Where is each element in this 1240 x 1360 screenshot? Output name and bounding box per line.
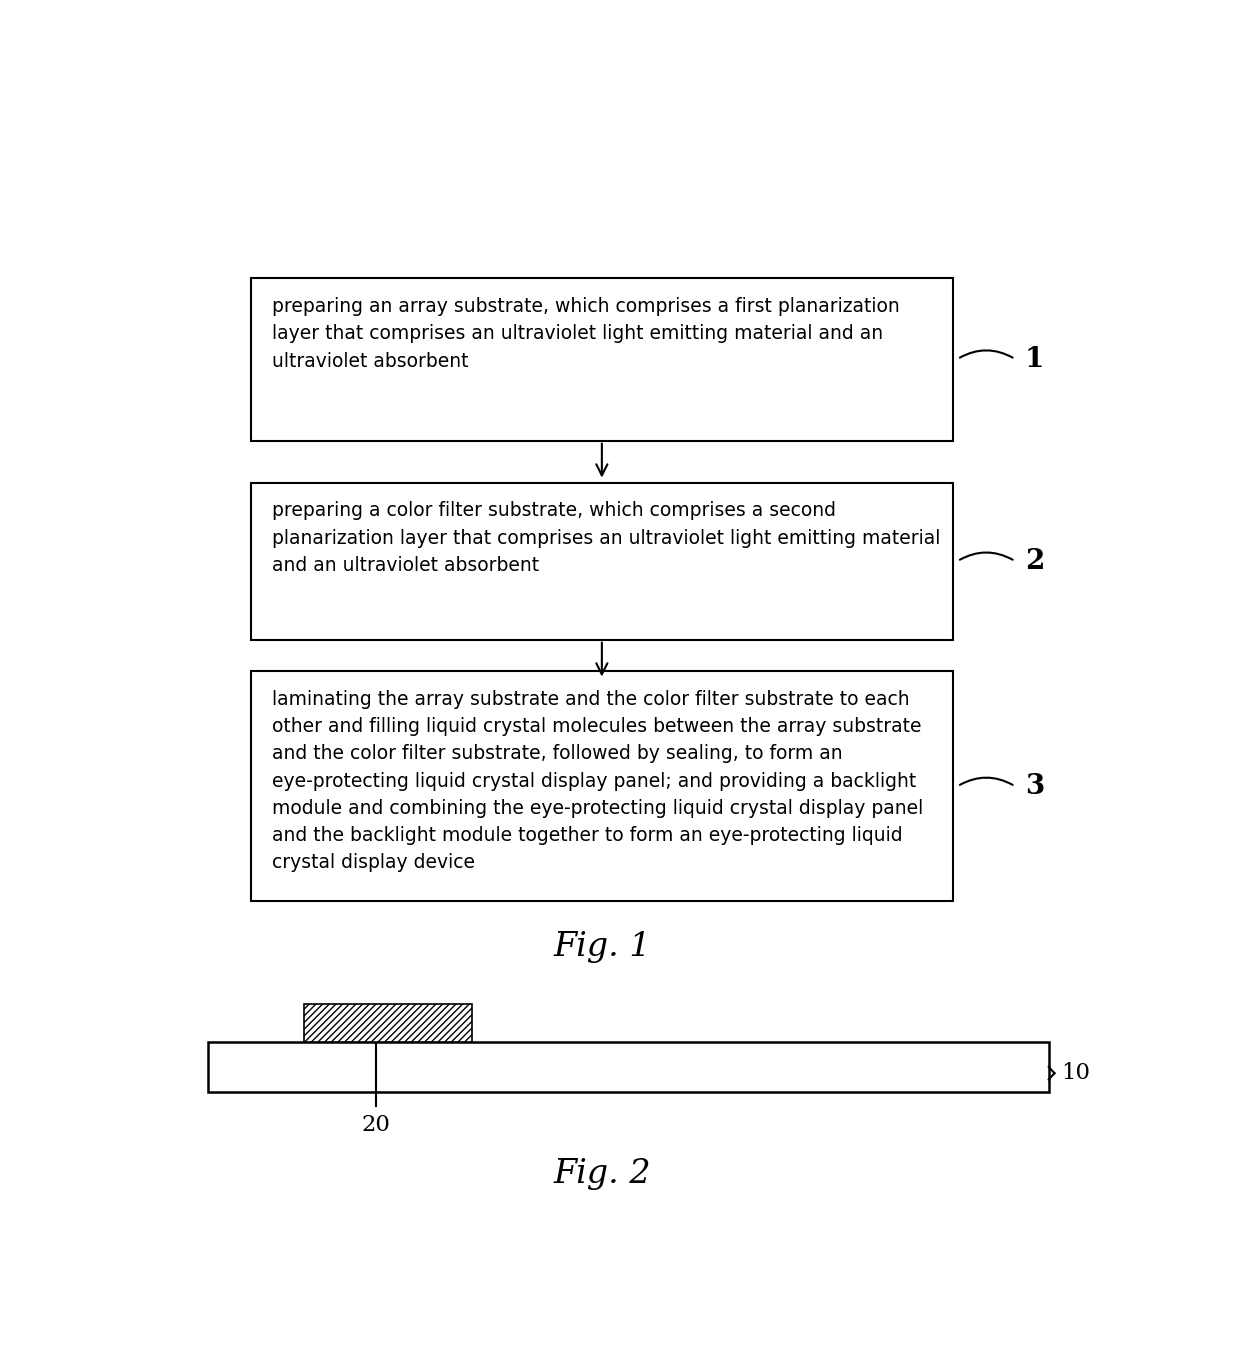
Bar — [250, 670, 952, 902]
Text: 1: 1 — [1024, 345, 1044, 373]
Text: 10: 10 — [1061, 1062, 1090, 1084]
Bar — [250, 483, 952, 639]
Bar — [304, 1004, 472, 1042]
Bar — [208, 1042, 1049, 1092]
Text: preparing an array substrate, which comprises a first planarization
 layer that : preparing an array substrate, which comp… — [265, 298, 899, 371]
Text: Fig. 1: Fig. 1 — [553, 930, 651, 963]
Text: Fig. 2: Fig. 2 — [553, 1157, 651, 1190]
Text: 20: 20 — [362, 1114, 391, 1136]
Bar — [250, 279, 952, 441]
Text: 2: 2 — [1024, 548, 1044, 575]
Text: preparing a color filter substrate, which comprises a second
 planarization laye: preparing a color filter substrate, whic… — [265, 502, 940, 575]
Text: 3: 3 — [1024, 772, 1044, 800]
Text: laminating the array substrate and the color filter substrate to each
 other and: laminating the array substrate and the c… — [265, 690, 923, 873]
